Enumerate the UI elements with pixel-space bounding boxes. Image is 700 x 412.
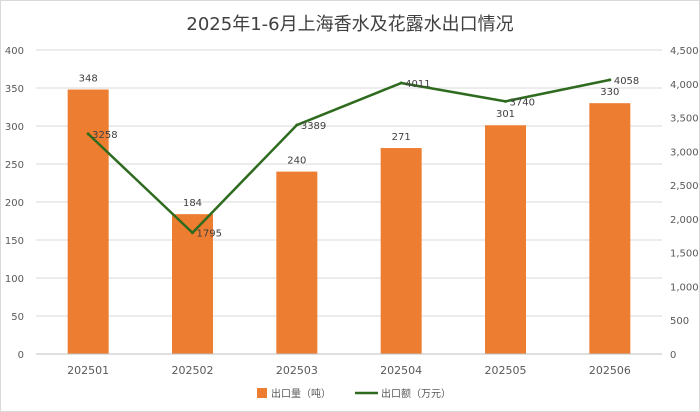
legend: 出口量（吨） 出口额（万元） — [257, 387, 451, 400]
chart-title: 2025年1-6月上海香水及花露水出口情况 — [186, 14, 514, 35]
left-tick-label: 100 — [5, 274, 24, 285]
bar — [485, 125, 526, 355]
right-tick-label: 2,500 — [670, 181, 699, 192]
line-point — [504, 99, 507, 103]
bar — [172, 214, 213, 354]
category-label: 202504 — [380, 364, 422, 377]
left-tick-label: 350 — [5, 84, 24, 95]
right-y-axis: 0 500 1,000 1,500 2,000 2,500 3,000 3,500 4,000 4… — [670, 46, 699, 361]
left-tick-label: 50 — [11, 312, 24, 323]
line-data-label: 3258 — [92, 130, 117, 141]
bar — [589, 103, 631, 354]
left-tick-label: 300 — [5, 122, 24, 133]
category-label: 202505 — [485, 364, 527, 377]
category-label: 202501 — [67, 364, 109, 377]
legend-label-line: 出口额（万元） — [381, 387, 451, 400]
category-label: 202503 — [276, 364, 318, 377]
right-tick-label: 3,000 — [670, 147, 699, 158]
right-tick-label: 1,000 — [670, 282, 699, 293]
bar-data-label: 348 — [79, 74, 98, 85]
right-tick-label: 4,500 — [670, 46, 699, 57]
bar-data-label: 301 — [496, 109, 515, 120]
bar — [380, 148, 422, 354]
left-tick-label: 250 — [5, 160, 24, 171]
bar-data-label: 184 — [183, 198, 202, 209]
line-point — [191, 231, 194, 235]
bar-data-label: 330 — [600, 87, 619, 98]
left-y-axis: 0 50 100 150 200 250 300 350 400 — [5, 46, 24, 361]
right-tick-label: 4,000 — [670, 80, 699, 91]
bar-data-label: 240 — [287, 156, 306, 167]
category-label: 202502 — [172, 364, 214, 377]
line-path — [87, 78, 611, 234]
bar-data-label: 271 — [392, 132, 411, 143]
right-tick-label: 0 — [670, 350, 676, 361]
line-data-label: 3740 — [510, 97, 535, 108]
right-tick-label: 2,000 — [670, 215, 699, 226]
category-label: 202506 — [589, 364, 631, 377]
bar-series: 348 184 240 271 301 330 — [67, 74, 631, 355]
line-data-label: 4011 — [405, 79, 430, 90]
right-tick-label: 500 — [670, 316, 689, 327]
x-axis: 202501 202502 202503 202504 202505 202506 — [36, 353, 662, 377]
right-tick-label: 1,500 — [670, 249, 699, 260]
gridlines — [36, 49, 662, 355]
line-point — [86, 132, 90, 136]
legend-swatch-bar — [257, 388, 267, 398]
line-series: 3258 1795 3389 4011 3740 4058 — [86, 76, 639, 240]
line-point — [608, 78, 612, 82]
legend-label-bar: 出口量（吨） — [271, 387, 331, 400]
left-tick-label: 150 — [5, 236, 24, 247]
line-data-label: 4058 — [614, 76, 639, 87]
bar — [276, 171, 318, 354]
line-point — [399, 81, 403, 85]
right-tick-label: 3,500 — [670, 114, 699, 125]
left-tick-label: 0 — [18, 350, 24, 361]
line-data-label: 3389 — [301, 121, 326, 132]
left-tick-label: 400 — [5, 46, 24, 57]
line-data-label: 1795 — [197, 229, 222, 240]
line-point — [295, 123, 299, 127]
left-tick-label: 200 — [5, 198, 24, 209]
